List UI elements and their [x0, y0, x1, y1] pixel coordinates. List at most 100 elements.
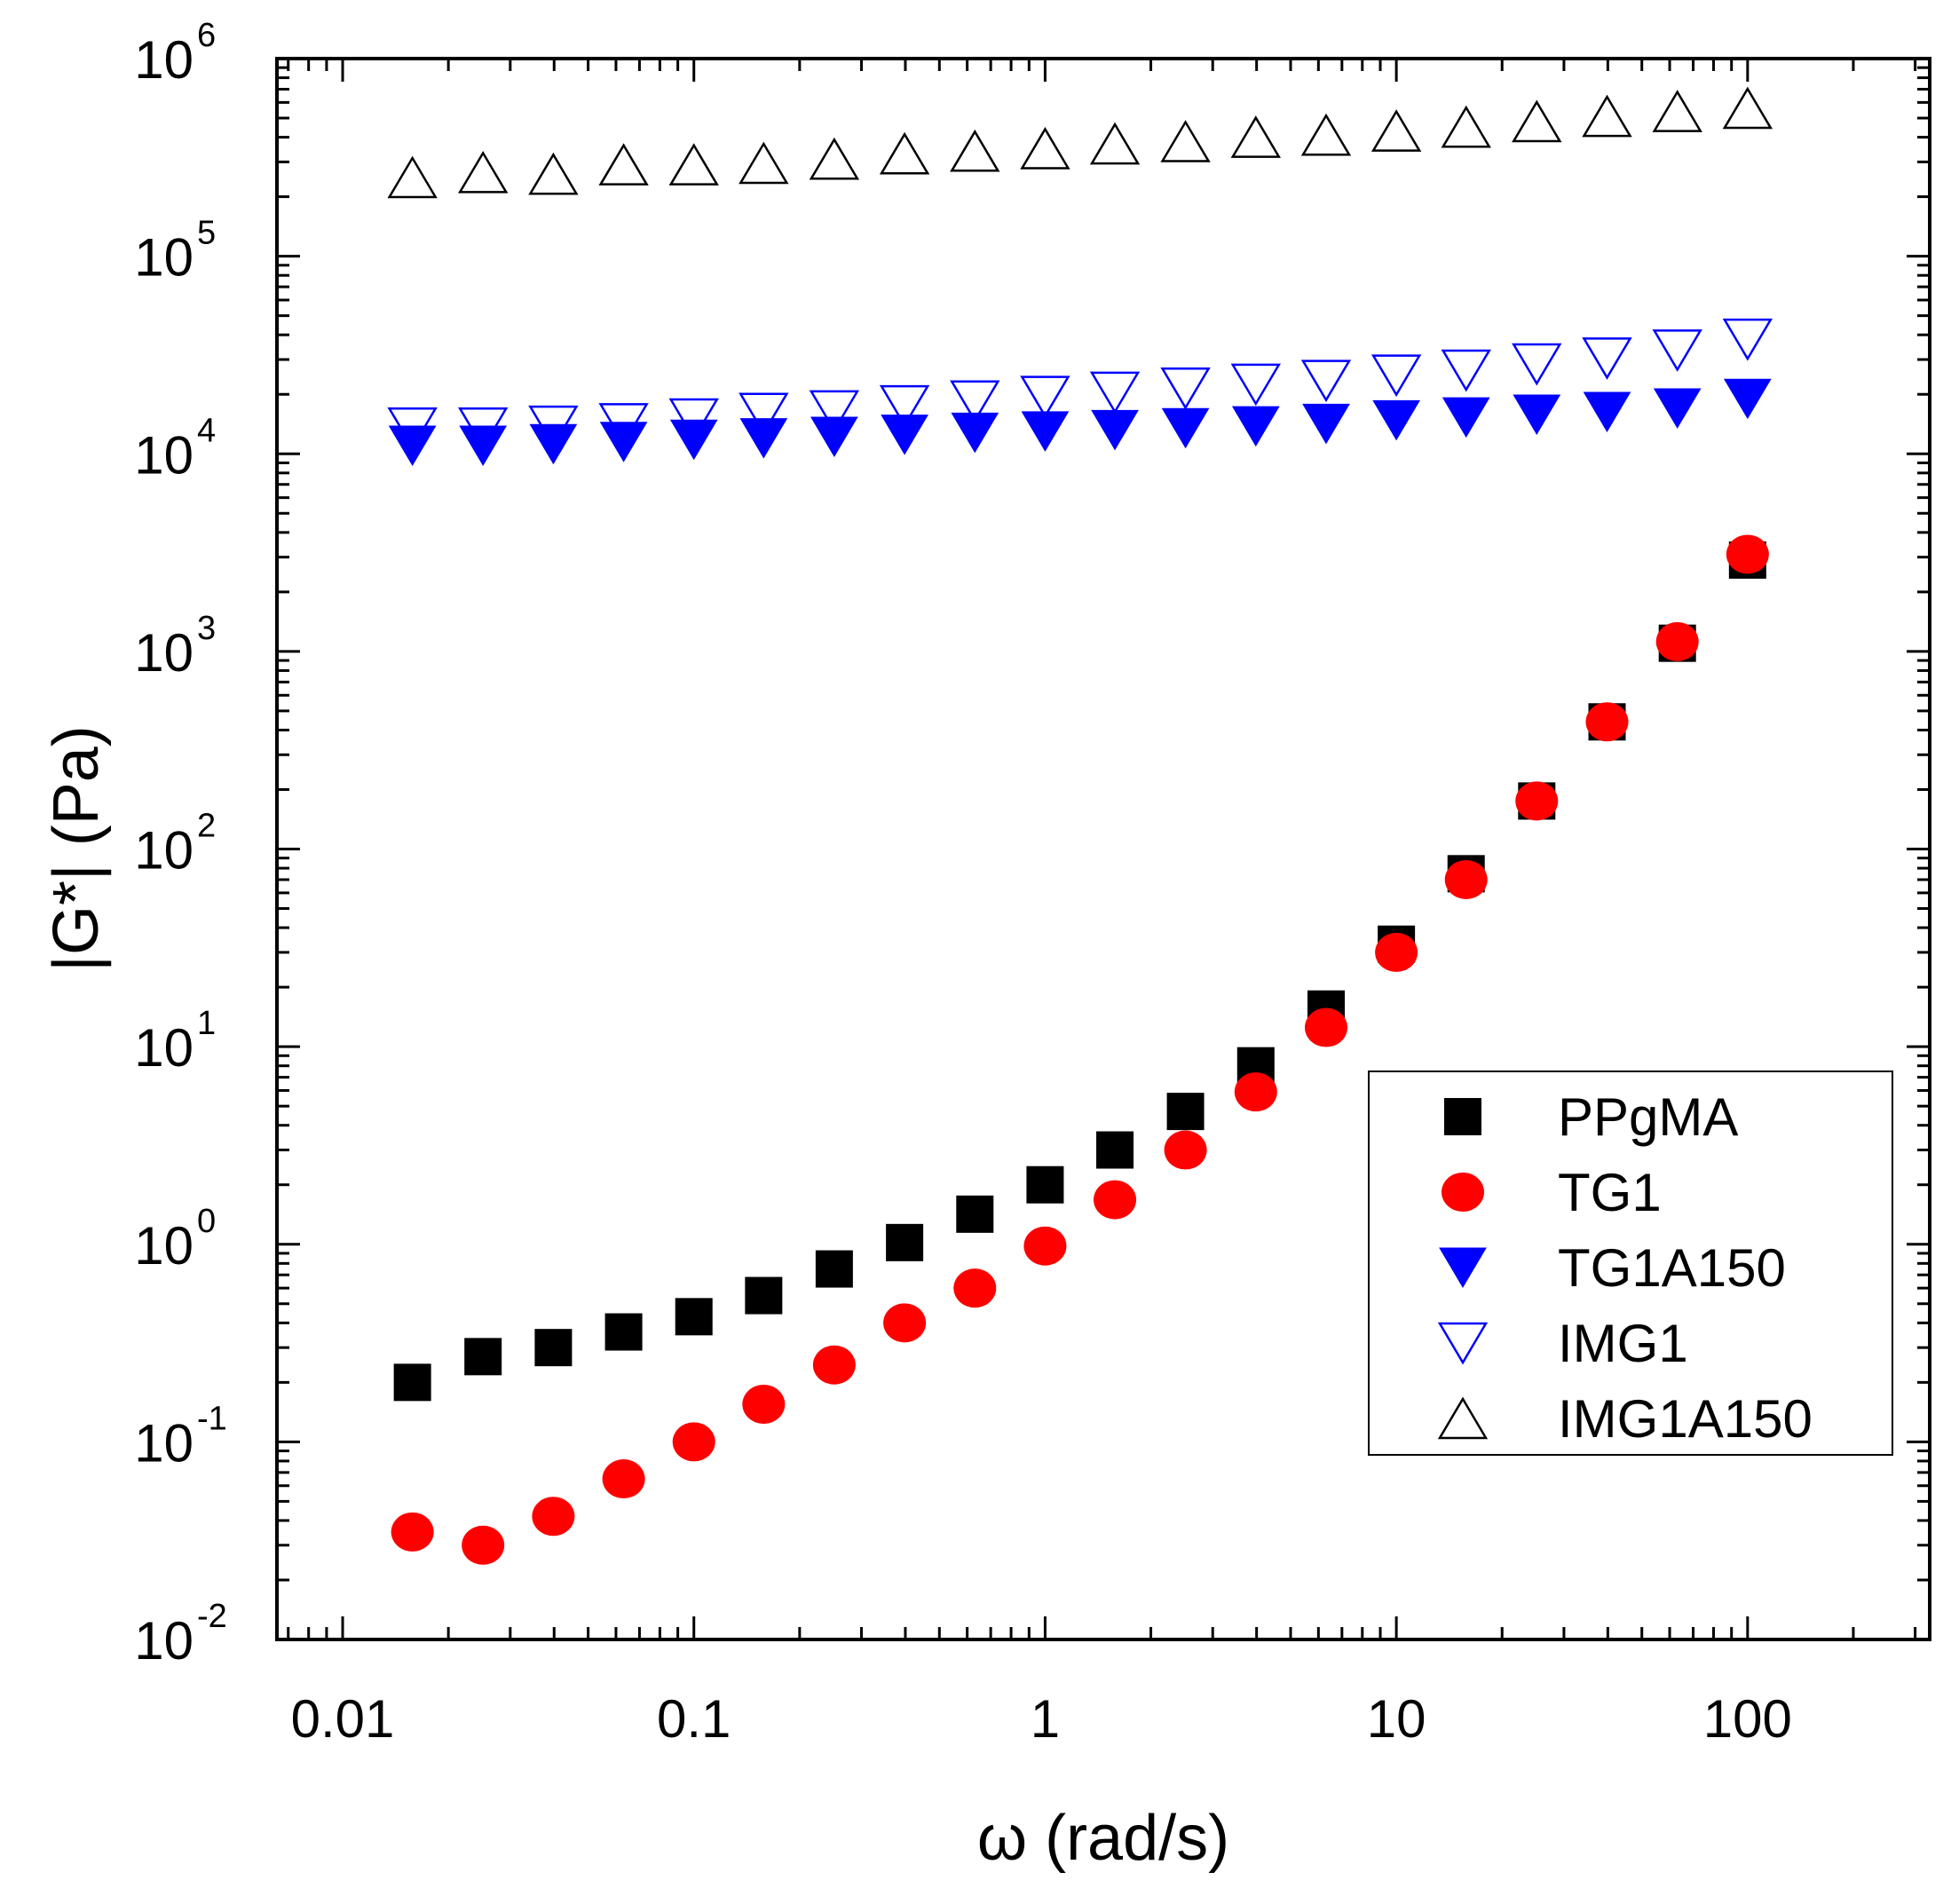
data-point-img1: [1230, 363, 1281, 407]
legend-label-tg1a150: TG1A150: [1558, 1238, 1786, 1298]
x-tick-label: 10: [1367, 1689, 1426, 1749]
data-point-ppgma: [393, 1363, 431, 1402]
y-tick-label: 10: [134, 623, 194, 683]
data-point-tg1: [1164, 1130, 1207, 1170]
data-point-tg1: [1585, 702, 1629, 742]
data-point-ppgma: [1166, 1093, 1205, 1131]
data-point-img1a150: [1371, 109, 1422, 152]
data-point-ppgma: [815, 1250, 853, 1288]
data-point-img1a150: [1512, 99, 1562, 143]
data-point-img1a150: [387, 155, 438, 199]
data-point-img1: [879, 384, 930, 428]
data-point-tg1a150: [1583, 391, 1631, 432]
data-point-tg1: [1094, 1180, 1137, 1220]
legend-marker-ppgma: [1444, 1098, 1481, 1135]
y-tick-label: 10: [134, 821, 194, 881]
data-point-img1: [1020, 375, 1070, 419]
legend-marker-img1a150: [1437, 1396, 1489, 1440]
data-marks: [387, 86, 1773, 1565]
data-point-tg1a150: [1161, 407, 1210, 449]
legend-marker-img1: [1437, 1322, 1489, 1365]
data-point-img1a150: [1722, 86, 1773, 130]
y-tick-exponent: 0: [197, 1203, 216, 1240]
data-point-img1: [668, 398, 719, 441]
data-point-img1a150: [1020, 127, 1070, 170]
data-point-tg1: [883, 1303, 927, 1343]
y-tick-exponent: 4: [197, 412, 216, 449]
data-point-tg1a150: [951, 412, 999, 454]
data-point-tg1a150: [1723, 378, 1772, 420]
y-tick-exponent: 6: [197, 17, 216, 54]
data-point-tg1: [391, 1512, 434, 1552]
data-point-tg1: [532, 1497, 575, 1537]
x-tick-label: 0.1: [657, 1689, 731, 1749]
data-point-ppgma: [886, 1223, 924, 1261]
data-point-tg1a150: [1021, 411, 1070, 452]
data-point-tg1a150: [599, 422, 648, 462]
x-tick-label: 100: [1703, 1689, 1792, 1749]
data-point-img1a150: [457, 150, 509, 194]
data-point-tg1a150: [669, 419, 718, 461]
x-axis: 0.01 0.1 1 10 100: [287, 59, 1917, 1749]
y-tick-label: 10: [134, 1413, 194, 1473]
data-point-img1: [739, 392, 789, 436]
data-point-img1a150: [1089, 122, 1141, 165]
data-point-tg1a150: [1231, 406, 1280, 447]
data-point-img1a150: [1300, 113, 1352, 156]
data-point-img1: [1722, 318, 1773, 361]
data-point-tg1: [1655, 621, 1699, 661]
data-point-tg1a150: [1513, 394, 1561, 436]
data-point-tg1: [1444, 859, 1488, 899]
data-point-img1a150: [1230, 115, 1281, 158]
y-tick-label: 10: [134, 1018, 194, 1078]
data-point-img1a150: [528, 152, 579, 195]
data-point-img1a150: [809, 137, 860, 180]
data-point-tg1: [1234, 1072, 1277, 1112]
y-tick-label: 10: [134, 228, 194, 288]
data-point-ppgma: [464, 1338, 502, 1376]
data-point-tg1: [1023, 1226, 1067, 1266]
data-point-img1: [1652, 329, 1702, 372]
data-point-tg1a150: [1372, 399, 1421, 441]
data-point-ppgma: [604, 1313, 643, 1351]
x-tick-label: 1: [1031, 1689, 1060, 1749]
data-point-img1a150: [739, 141, 789, 185]
y-tick-exponent: 5: [197, 215, 216, 252]
data-point-img1: [1300, 359, 1352, 403]
data-point-img1a150: [1441, 105, 1491, 148]
y-tick-exponent: -1: [197, 1400, 227, 1437]
data-point-img1: [950, 380, 1000, 423]
y-tick-exponent: 2: [197, 808, 216, 845]
data-point-tg1: [1375, 932, 1418, 972]
data-point-img1: [809, 390, 860, 433]
y-axis-title: |G*| (Pa): [41, 725, 112, 971]
y-tick-label: 10: [134, 30, 194, 90]
data-point-img1: [1512, 343, 1562, 386]
y-tick-exponent: 3: [197, 610, 216, 647]
y-tick-exponent: -2: [197, 1598, 227, 1635]
data-point-img1: [1089, 371, 1141, 415]
legend-marker-tg1: [1442, 1173, 1484, 1212]
data-point-img1a150: [1160, 120, 1211, 162]
y-tick-label: 10: [134, 1216, 194, 1276]
legend-label-tg1: TG1: [1558, 1163, 1662, 1222]
data-point-tg1: [812, 1345, 856, 1385]
data-point-tg1a150: [881, 415, 928, 455]
x-axis-title: ω (rad/s): [977, 1803, 1229, 1874]
data-point-img1: [1441, 349, 1491, 392]
legend-label-ppgma: PPgMA: [1558, 1087, 1738, 1147]
legend-label-img1: IMG1: [1558, 1314, 1688, 1373]
legend: PPgMA TG1 TG1A150 IMG1 IMG1A150: [1368, 1071, 1893, 1456]
data-point-tg1a150: [810, 416, 858, 458]
y-tick-label: 10: [134, 425, 194, 485]
data-point-img1a150: [1582, 94, 1632, 138]
data-point-ppgma: [675, 1298, 713, 1336]
data-point-tg1: [462, 1525, 505, 1565]
legend-label-img1a150: IMG1A150: [1558, 1389, 1813, 1449]
data-point-tg1a150: [1653, 388, 1702, 429]
data-point-img1: [1160, 367, 1211, 410]
data-point-tg1: [953, 1268, 997, 1308]
legend-marker-tg1a150: [1439, 1247, 1487, 1288]
